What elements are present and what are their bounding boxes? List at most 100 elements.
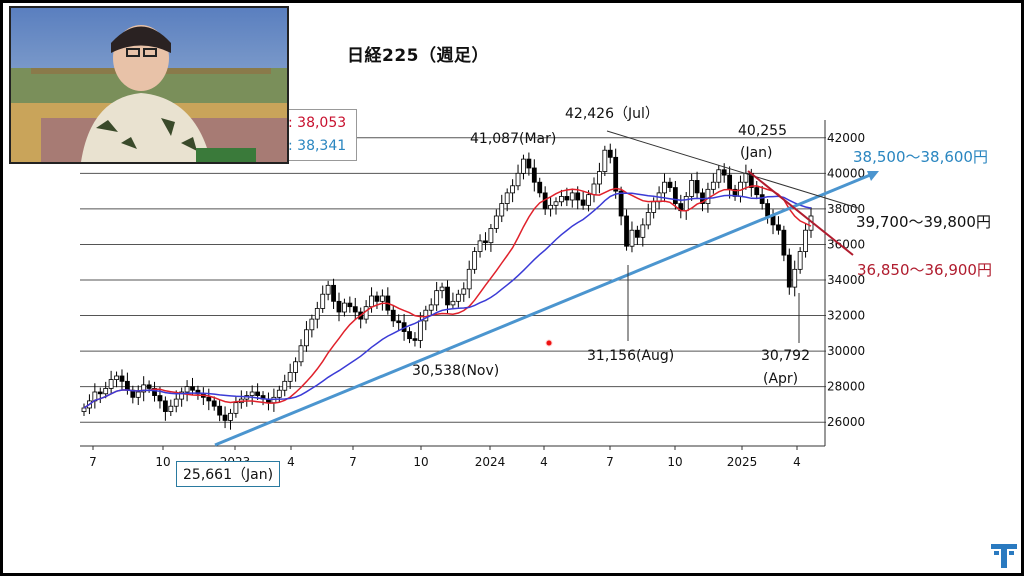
- blue-support-trendline: [214, 171, 876, 447]
- candlestick-chart: 4200040000380003600034000320003000028000…: [80, 120, 879, 469]
- candle-body: [184, 386, 190, 393]
- candle-body: [531, 167, 537, 183]
- candle-body: [499, 203, 505, 217]
- candle-body: [282, 380, 288, 391]
- x-tick-label: 4: [793, 455, 801, 469]
- candle-body: [569, 192, 575, 201]
- candle-body: [325, 284, 331, 295]
- candle-body: [374, 295, 380, 302]
- candle-body: [559, 196, 564, 203]
- ma-blue-value: 38,341: [297, 138, 347, 154]
- candle-body: [287, 372, 293, 382]
- candle-body: [716, 169, 722, 183]
- annotation-low-apr-month: (Apr): [763, 371, 799, 387]
- candle-body: [135, 391, 141, 398]
- candle-body: [168, 405, 174, 412]
- x-tick-label: 10: [667, 455, 682, 469]
- annotation-high-mar: 41,087(Mar): [470, 131, 557, 147]
- red-resistance-trendline: [747, 170, 854, 256]
- candle-body: [803, 229, 808, 252]
- candle-body: [504, 192, 510, 204]
- y-tick-label: 42000: [827, 131, 865, 145]
- candle-body: [770, 215, 776, 226]
- ma-red-legend: : 38,053: [288, 115, 346, 131]
- y-tick-label: 32000: [827, 309, 865, 323]
- candle-body: [786, 254, 792, 288]
- moving-average-red-line: [83, 185, 812, 409]
- candle-body: [455, 293, 461, 302]
- candle-body: [613, 156, 619, 192]
- candle-body: [510, 185, 516, 194]
- candle-body: [211, 400, 217, 407]
- candle-body: [705, 188, 711, 204]
- candle-body: [694, 180, 700, 194]
- candle-body: [228, 412, 233, 421]
- candle-body: [125, 380, 130, 391]
- candle-body: [515, 172, 521, 187]
- candle-body: [157, 395, 163, 402]
- annotation-jan-2025-value: 40,255: [738, 123, 787, 139]
- candle-body: [651, 201, 657, 213]
- channel-logo-icon: [991, 544, 1017, 568]
- candle-body: [597, 171, 602, 185]
- candle-body: [417, 320, 423, 341]
- candle-body: [548, 204, 553, 210]
- candle-body: [347, 302, 353, 308]
- candle-body: [81, 407, 87, 412]
- candle-body: [634, 229, 640, 238]
- moving-average-legend: : 38,053 : 38,341: [283, 109, 357, 161]
- y-tick-label: 30000: [827, 344, 865, 358]
- candle-body: [477, 240, 483, 252]
- candle-body: [190, 386, 195, 391]
- x-tick-label: 2024: [475, 455, 506, 469]
- candle-body: [97, 391, 103, 395]
- candle-body: [309, 318, 315, 331]
- candle-body: [255, 391, 261, 396]
- ma-blue-prefix: :: [288, 138, 293, 154]
- candle-body: [439, 286, 445, 292]
- candle-body: [342, 302, 347, 313]
- candle-body: [352, 306, 358, 313]
- x-tick-label: 7: [349, 455, 357, 469]
- candle-body: [564, 196, 570, 201]
- candle-body: [591, 183, 597, 196]
- candle-body: [298, 345, 304, 363]
- candle-body: [710, 181, 716, 190]
- slide-frame: 日経225（週足） 42000 40000 38000 36000 34000 32000…: [3, 3, 1021, 573]
- x-tick-label: 2025: [727, 455, 758, 469]
- candle-body: [602, 149, 608, 172]
- candle-body: [483, 240, 488, 244]
- candle-body: [320, 293, 326, 309]
- candle-body: [119, 375, 125, 382]
- candle-body: [114, 375, 119, 380]
- x-tick-label: 4: [287, 455, 295, 469]
- candle-body: [537, 181, 543, 194]
- target-blue-range: 38,500～38,600円: [853, 148, 988, 166]
- y-tick-label: 28000: [827, 380, 865, 394]
- annotation-high-jul: 42,426（Jul）: [565, 106, 659, 122]
- candle-body: [743, 172, 749, 183]
- candle-body: [407, 331, 412, 340]
- y-tick-label: 38000: [827, 202, 865, 216]
- ma-red-value: 38,053: [297, 115, 347, 131]
- candle-body: [152, 388, 157, 396]
- candle-body: [624, 215, 629, 247]
- candle-body: [640, 224, 646, 238]
- candle-body: [331, 284, 336, 302]
- candle-body: [314, 308, 320, 320]
- candle-body: [450, 300, 456, 306]
- candle-body: [461, 288, 467, 295]
- candle-body: [765, 203, 770, 217]
- candle-body: [493, 215, 499, 229]
- candle-body: [336, 300, 342, 313]
- candle-body: [412, 338, 418, 341]
- candle-body: [162, 400, 168, 412]
- target-black-range: 39,700～39,800円: [856, 213, 991, 231]
- candle-body: [488, 228, 494, 244]
- candle-body: [379, 295, 385, 302]
- x-tick-label: 4: [540, 455, 548, 469]
- presenter-video-frame: [11, 8, 287, 162]
- candle-body: [369, 295, 374, 308]
- candle-body: [108, 379, 114, 389]
- target-red-range: 36,850～36,900円: [857, 261, 992, 279]
